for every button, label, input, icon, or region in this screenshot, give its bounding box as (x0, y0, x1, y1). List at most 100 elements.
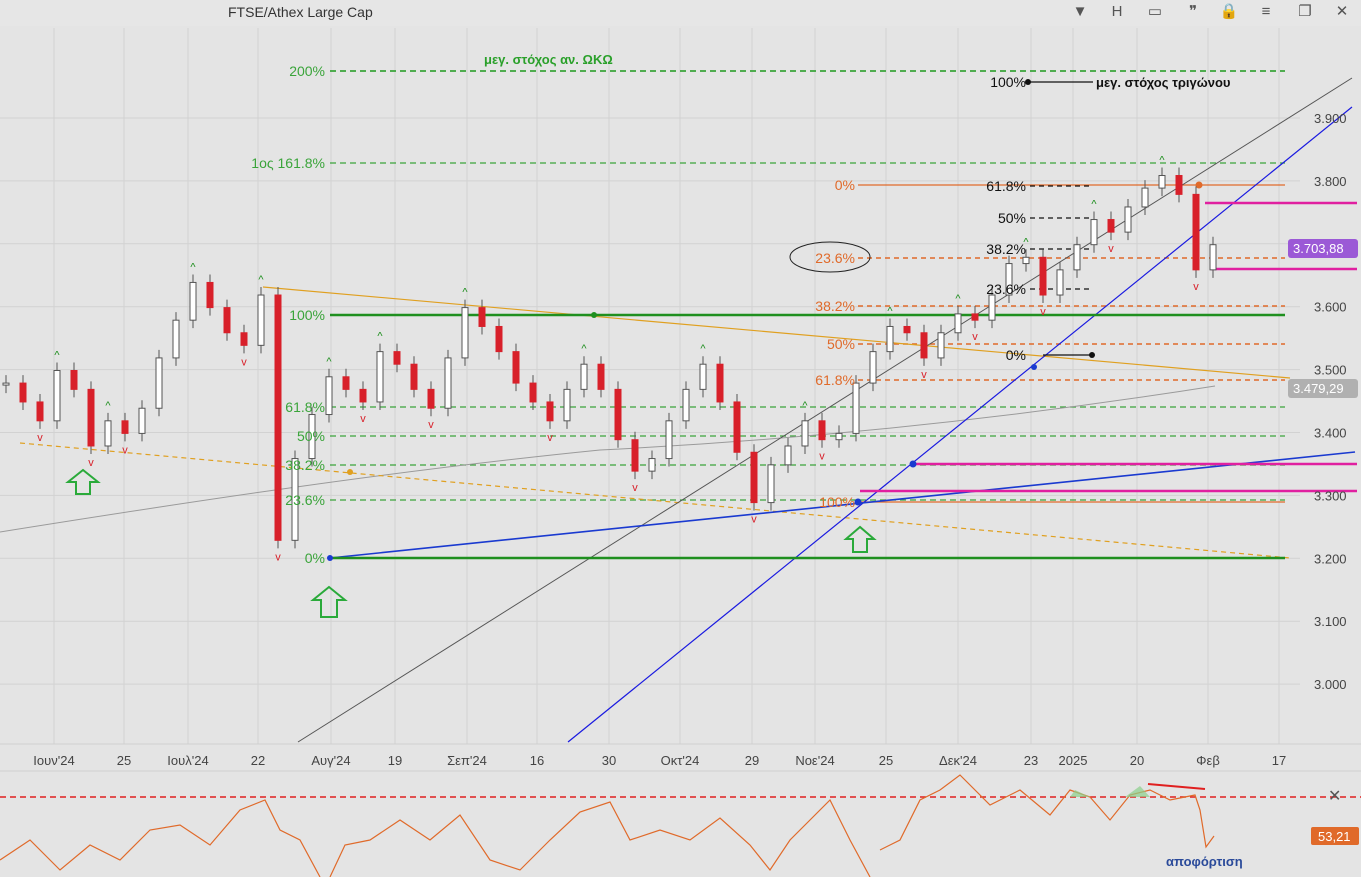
candle-up (580, 363, 588, 390)
swing-low-marker: v (1108, 243, 1114, 255)
candle-down (342, 376, 350, 390)
swing-low-marker: v (751, 514, 757, 526)
candle-up (699, 363, 707, 390)
x-tick-label: 20 (1130, 753, 1144, 768)
fib-right-label: 100% (990, 74, 1026, 90)
candle-up (665, 420, 673, 460)
oscillator-note: αποφόρτιση (1166, 854, 1243, 869)
target-small-dot (1089, 352, 1095, 358)
candle-up (1090, 219, 1098, 246)
swing-low-marker: v (122, 444, 128, 456)
swing-high-marker: ^ (1091, 199, 1097, 211)
candle-up (648, 458, 656, 472)
x-tick-label: 2025 (1059, 753, 1088, 768)
close-icon[interactable]: ✕ (1335, 3, 1349, 20)
lock-icon[interactable]: 🔒 (1219, 3, 1239, 20)
candle-up (257, 294, 265, 346)
swing-high-marker: ^ (462, 287, 468, 299)
x-tick-label: Αυγ'24 (311, 753, 350, 768)
candle-up (1158, 175, 1166, 189)
panel-icon[interactable]: ▭ (1147, 3, 1163, 20)
price-tag (1288, 379, 1358, 398)
x-tick-label: 25 (879, 753, 893, 768)
long-channel-line (297, 77, 1353, 743)
y-tick-label: 3.800 (1314, 174, 1347, 189)
fib-mid-label: 100% (819, 494, 855, 510)
candle-down (597, 363, 605, 390)
candle-down (121, 420, 129, 434)
candle-up (2, 382, 10, 386)
swing-low-marker: v (360, 413, 366, 425)
menu-icon[interactable]: ≡ (1261, 3, 1271, 20)
candle-down (223, 307, 231, 334)
candle-up (1124, 206, 1132, 233)
up-arrow-icon (310, 585, 348, 618)
x-tick-label: Ιουλ'24 (167, 753, 208, 768)
x-tick-label: Φεβ (1196, 753, 1220, 768)
top-target-label: μεγ. στόχος αν. ΩΚΩ (484, 52, 613, 67)
fib-right-label: 23.6% (986, 281, 1026, 297)
candle-down (87, 388, 95, 447)
y-tick-label: 3.500 (1314, 363, 1347, 378)
quote-icon[interactable]: ❞ (1188, 3, 1198, 20)
candle-up (461, 307, 469, 359)
candle-down (971, 313, 979, 321)
candle-up (852, 382, 860, 434)
candle-down (750, 451, 758, 504)
fib-left-label: 50% (297, 428, 325, 444)
candle-up (138, 407, 146, 434)
x-tick-label: 25 (117, 753, 131, 768)
x-tick-label: Δεκ'24 (939, 753, 977, 768)
osc-line (0, 774, 1215, 877)
x-tick-label: 29 (745, 753, 759, 768)
fib-left-label: 0% (305, 550, 325, 566)
dropdown-icon[interactable]: ▼ (1072, 3, 1088, 20)
candle-up (1073, 244, 1081, 271)
x-tick-label: 16 (530, 753, 544, 768)
y-tick-label: 3.600 (1314, 300, 1347, 315)
chart-title: FTSE/Athex Large Cap (228, 4, 373, 20)
fib-left-label: 200% (289, 63, 325, 79)
fib-right-label: 61.8% (986, 178, 1026, 194)
swing-low-marker: v (632, 482, 638, 494)
swing-high-marker: ^ (1159, 155, 1165, 167)
fib-right-label: 38.2% (986, 241, 1026, 257)
fib-right-label: 0% (1006, 347, 1026, 363)
candle-up (937, 332, 945, 359)
fib-left-label: 23.6% (285, 492, 325, 508)
x-tick-label: 17 (1272, 753, 1286, 768)
candle-down (70, 370, 78, 390)
swing-low-marker: v (1193, 281, 1199, 293)
candle-up (172, 319, 180, 359)
price-tag-label: 3.479,29 (1293, 381, 1344, 396)
swing-high-marker: ^ (1023, 236, 1029, 248)
candle-up (767, 464, 775, 504)
candle-up (563, 388, 571, 422)
osc-value-label: 53,21 (1318, 829, 1351, 844)
swing-low-marker: v (241, 356, 247, 368)
candle-up (1005, 263, 1013, 296)
candle-up (291, 458, 299, 541)
candle-up (801, 420, 809, 447)
fib-mid-label: 38.2% (815, 298, 855, 314)
fib-right-label: 50% (998, 210, 1026, 226)
candle-down (512, 351, 520, 384)
triangle-target-label: μεγ. στόχος τριγώνου (1096, 75, 1231, 90)
swing-low-marker: v (428, 419, 434, 431)
restore-icon[interactable]: ❐ (1298, 3, 1312, 20)
swing-low-marker: v (819, 451, 825, 463)
swing-high-marker: ^ (700, 343, 706, 355)
candle-up (155, 357, 163, 409)
fib-left-label: 1ος 161.8% (251, 155, 325, 171)
h-button[interactable]: H (1111, 3, 1123, 20)
swing-high-marker: ^ (105, 400, 111, 412)
pivot-dot (1031, 364, 1037, 370)
fib-left-label: 61.8% (285, 399, 325, 415)
candle-down (818, 420, 826, 441)
y-tick-label: 3.400 (1314, 426, 1347, 441)
osc-close-icon: ✕ (1328, 788, 1341, 805)
fib-mid-label: 61.8% (815, 372, 855, 388)
swing-high-marker: ^ (802, 400, 808, 412)
y-tick-label: 3.300 (1314, 488, 1347, 503)
